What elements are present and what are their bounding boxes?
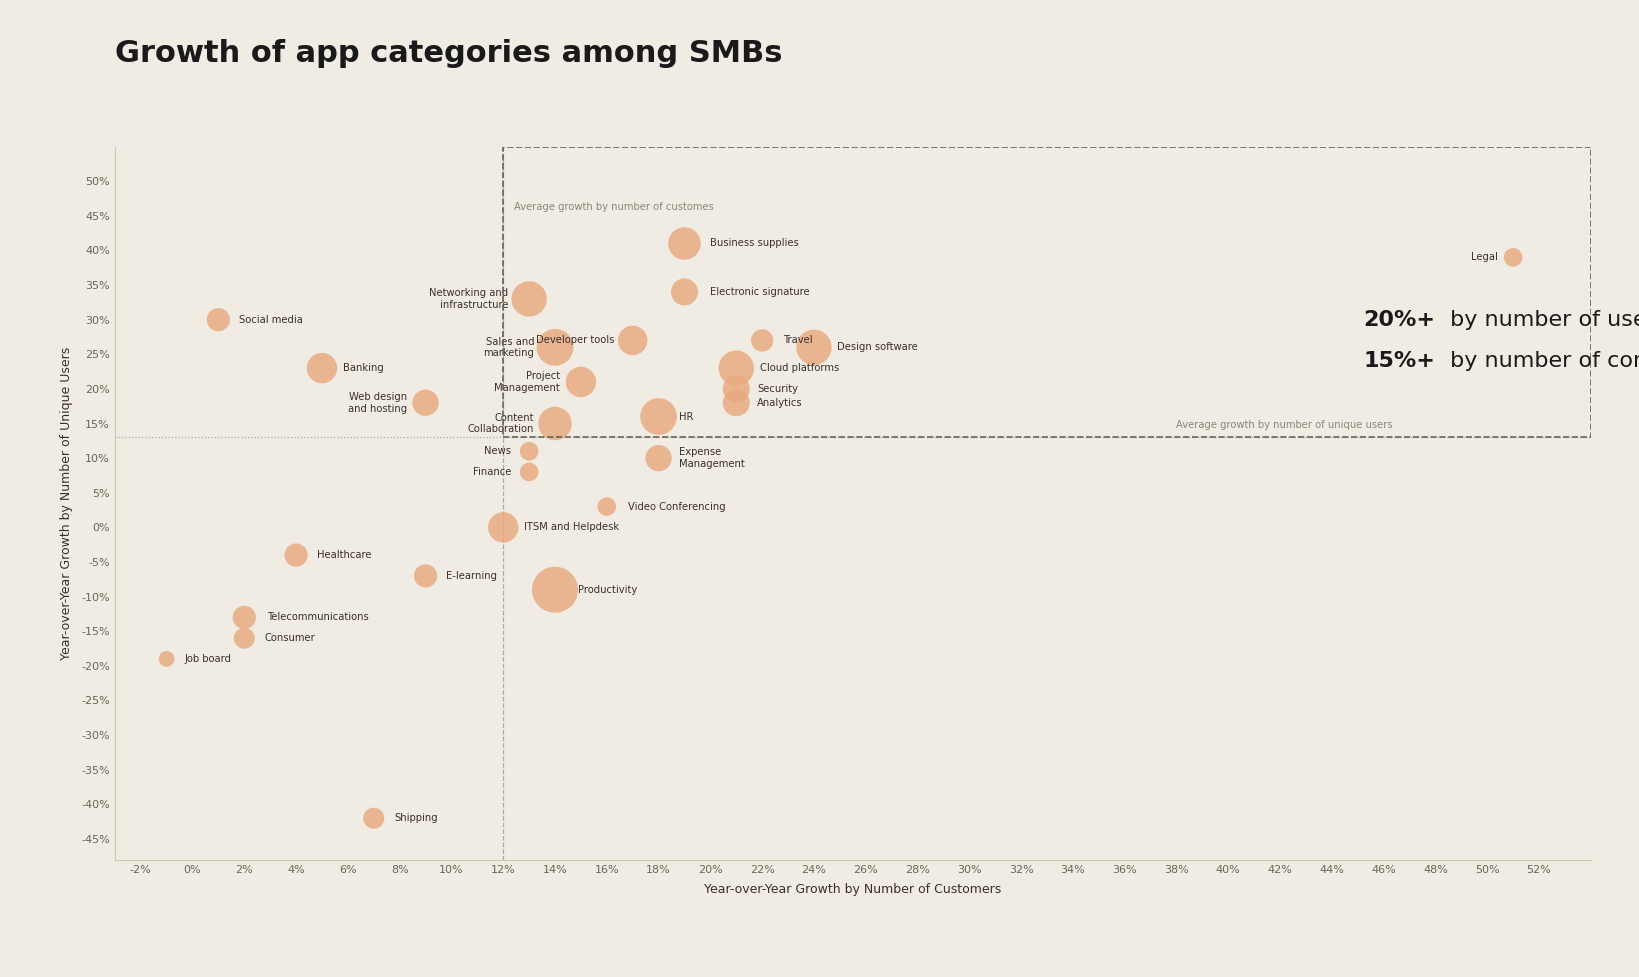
- Point: [800, 340, 826, 356]
- Text: Content
Collaboration: Content Collaboration: [467, 412, 534, 435]
- Point: [154, 651, 180, 666]
- Point: [516, 444, 543, 459]
- Text: Video Conferencing: Video Conferencing: [628, 501, 724, 512]
- Text: Developer tools: Developer tools: [536, 335, 615, 346]
- Text: Expense
Management: Expense Management: [679, 447, 744, 469]
- Text: Growth of app categories among SMBs: Growth of app categories among SMBs: [115, 39, 782, 68]
- Point: [723, 381, 749, 397]
- Point: [646, 450, 672, 466]
- Text: Analytics: Analytics: [757, 398, 801, 407]
- Text: Cloud platforms: Cloud platforms: [759, 363, 838, 373]
- Text: Travel: Travel: [782, 335, 811, 346]
- Text: News: News: [484, 446, 511, 456]
- Point: [516, 291, 543, 307]
- Point: [284, 547, 310, 563]
- Text: Networking and
infrastructure: Networking and infrastructure: [429, 288, 508, 310]
- Point: [670, 284, 697, 300]
- Text: HR: HR: [679, 411, 693, 422]
- Point: [205, 312, 231, 327]
- Point: [749, 332, 775, 348]
- Point: [567, 374, 593, 390]
- Point: [541, 415, 567, 431]
- Point: [411, 568, 438, 583]
- Text: 20%+: 20%+: [1362, 310, 1434, 329]
- Point: [1500, 249, 1526, 265]
- Text: by number of users: by number of users: [1442, 310, 1639, 329]
- Point: [516, 464, 543, 480]
- Text: Consumer: Consumer: [266, 633, 316, 643]
- Text: E-learning: E-learning: [446, 571, 497, 581]
- Y-axis label: Year-over-Year Growth by Number of Unique Users: Year-over-Year Growth by Number of Uniqu…: [59, 347, 72, 659]
- Point: [646, 408, 672, 424]
- Text: Security: Security: [757, 384, 798, 394]
- Point: [411, 395, 438, 410]
- Text: Shipping: Shipping: [395, 813, 438, 824]
- Text: ITSM and Helpdesk: ITSM and Helpdesk: [523, 523, 618, 532]
- Text: 15%+: 15%+: [1362, 351, 1434, 371]
- Text: Project
Management: Project Management: [493, 371, 561, 393]
- Point: [723, 395, 749, 410]
- Point: [670, 235, 697, 251]
- Text: Average growth by number of unique users: Average growth by number of unique users: [1175, 420, 1392, 431]
- Text: Finance: Finance: [472, 467, 511, 477]
- Point: [231, 610, 257, 625]
- Text: Healthcare: Healthcare: [316, 550, 370, 560]
- Point: [308, 361, 334, 376]
- Text: Web design
and hosting: Web design and hosting: [347, 392, 406, 413]
- Text: Sales and
marketing: Sales and marketing: [484, 336, 534, 359]
- Point: [723, 361, 749, 376]
- Text: Electronic signature: Electronic signature: [710, 287, 810, 297]
- Text: Business supplies: Business supplies: [710, 238, 798, 248]
- Text: Job board: Job board: [185, 654, 231, 664]
- Point: [593, 499, 620, 515]
- Point: [361, 810, 387, 826]
- X-axis label: Year-over-Year Growth by Number of Customers: Year-over-Year Growth by Number of Custo…: [703, 883, 1001, 896]
- Text: Social media: Social media: [239, 315, 303, 324]
- Point: [620, 332, 646, 348]
- Bar: [503, 147, 1590, 438]
- Text: Legal: Legal: [1470, 252, 1496, 263]
- Text: by number of companies: by number of companies: [1442, 351, 1639, 371]
- Text: Productivity: Productivity: [579, 584, 638, 595]
- Text: Average growth by number of customes: Average growth by number of customes: [513, 202, 713, 212]
- Point: [231, 630, 257, 646]
- Text: Telecommunications: Telecommunications: [267, 613, 369, 622]
- Point: [541, 340, 567, 356]
- Point: [541, 582, 567, 598]
- Text: Banking: Banking: [343, 363, 384, 373]
- Text: Design software: Design software: [838, 342, 918, 353]
- Point: [490, 520, 516, 535]
